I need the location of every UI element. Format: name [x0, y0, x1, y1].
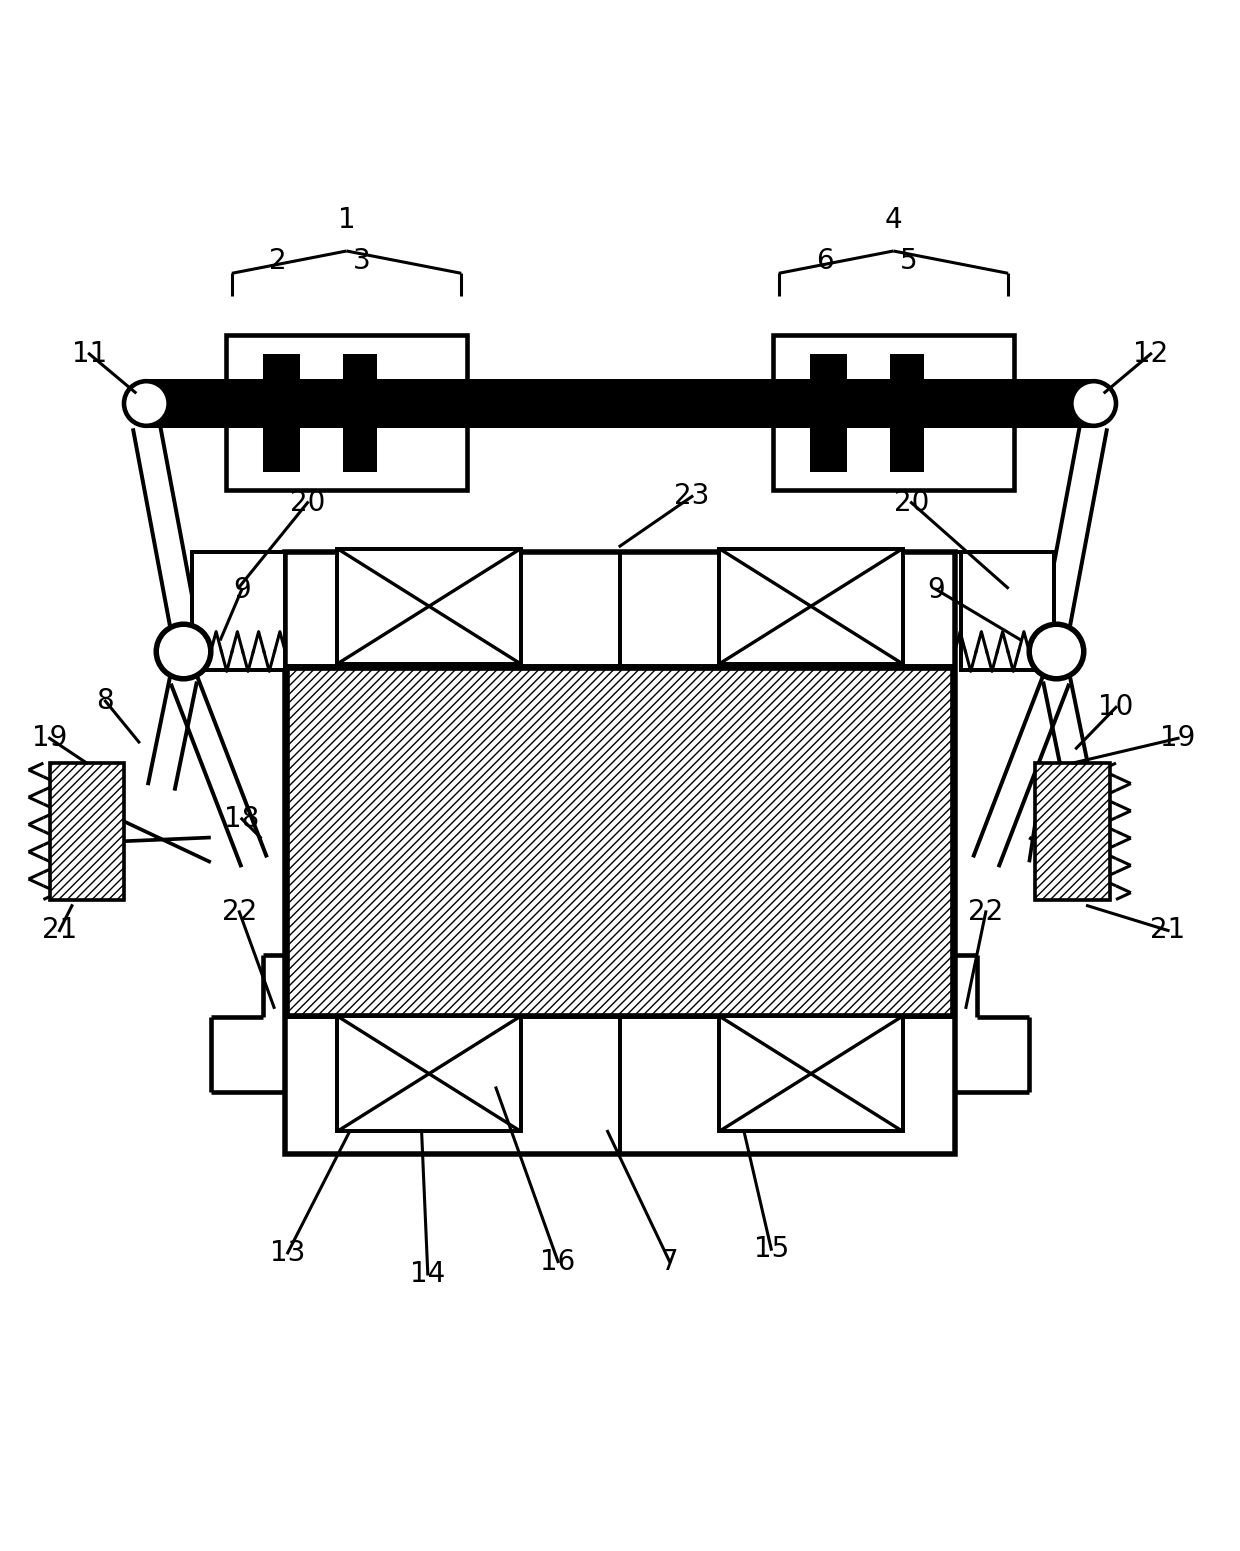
- Circle shape: [124, 382, 169, 427]
- Bar: [146, 378, 1094, 428]
- Text: 19: 19: [1161, 724, 1195, 752]
- Bar: [192, 552, 285, 670]
- Bar: [285, 552, 955, 1154]
- Text: 7: 7: [661, 1247, 678, 1275]
- Bar: [773, 335, 1014, 490]
- Text: 16: 16: [541, 1247, 575, 1275]
- Text: 21: 21: [1151, 917, 1185, 945]
- Text: 3: 3: [353, 247, 371, 275]
- Circle shape: [1029, 624, 1084, 679]
- Text: 21: 21: [42, 917, 77, 945]
- Bar: [50, 763, 124, 900]
- Text: 15: 15: [754, 1235, 789, 1263]
- Bar: [337, 549, 521, 664]
- Bar: [226, 335, 467, 490]
- Bar: [961, 552, 1054, 670]
- Text: 2: 2: [269, 247, 286, 275]
- Circle shape: [1071, 382, 1116, 427]
- Bar: [263, 354, 300, 472]
- Bar: [343, 354, 377, 472]
- Text: 4: 4: [884, 206, 903, 234]
- Bar: [1035, 763, 1110, 900]
- Text: 8: 8: [97, 687, 114, 715]
- Text: 20: 20: [894, 489, 929, 516]
- Text: 18: 18: [224, 805, 259, 833]
- Text: 6: 6: [816, 247, 833, 275]
- Circle shape: [156, 624, 211, 679]
- Text: 5: 5: [900, 247, 918, 275]
- Text: 13: 13: [270, 1239, 305, 1267]
- Text: 22: 22: [968, 898, 1003, 926]
- Text: 9: 9: [233, 575, 250, 603]
- Text: 9: 9: [928, 575, 945, 603]
- Text: 23: 23: [675, 482, 709, 510]
- Bar: [719, 549, 903, 664]
- Text: 1: 1: [337, 206, 356, 234]
- Bar: [337, 1016, 521, 1131]
- Bar: [810, 354, 847, 472]
- Bar: [890, 354, 924, 472]
- Text: 11: 11: [72, 340, 107, 368]
- Bar: [288, 668, 952, 1014]
- Bar: [719, 1016, 903, 1131]
- Text: 22: 22: [222, 898, 257, 926]
- Text: 12: 12: [1133, 340, 1168, 368]
- Text: 10: 10: [1099, 693, 1133, 721]
- Text: 14: 14: [410, 1259, 445, 1287]
- Text: 19: 19: [32, 724, 67, 752]
- Text: 20: 20: [290, 489, 325, 516]
